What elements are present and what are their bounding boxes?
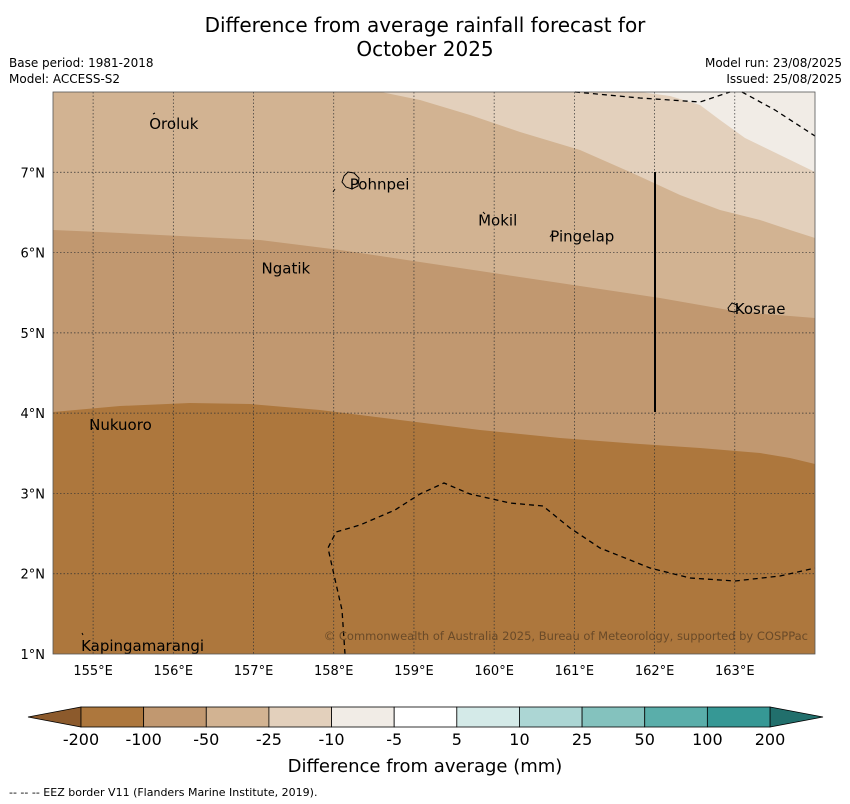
colorbar-title: Difference from average (mm) <box>288 756 563 777</box>
colorbar-tick-label: -5 <box>386 730 402 749</box>
lat-tick-label: 6°N <box>21 247 46 262</box>
place-labels: Oroluk Pohnpei Mokil Pingelap Ngatik Kosrae Nu… <box>81 115 785 655</box>
colorbar-swatch <box>331 706 395 728</box>
place-label-oroluk: Oroluk <box>149 115 198 133</box>
place-label-pohnpei: Pohnpei <box>350 175 410 193</box>
colorbar-tick-label: -50 <box>193 730 219 749</box>
lat-tick-label: 2°N <box>21 568 46 583</box>
lat-tick-label: 7°N <box>21 166 46 181</box>
pohnpei-islet <box>332 188 336 193</box>
pohnpei-island-outline <box>341 171 360 190</box>
colorbar-labels: -200 -100 -50 -25 -10 -5 5 10 25 50 100 200 <box>63 730 785 749</box>
colorbar-swatch <box>268 706 332 728</box>
colorbar-tick-label: -10 <box>318 730 344 749</box>
eez-border-northeast <box>741 91 816 137</box>
eez-footnote: -- -- -- EEZ border V11 (Flanders Marine… <box>9 786 318 799</box>
islands <box>81 112 740 636</box>
colorbar <box>27 706 824 728</box>
colorbar-tick-label: -25 <box>256 730 282 749</box>
model-text: Model: ACCESS-S2 <box>9 72 121 86</box>
title-line-1: Difference from average rainfall forecas… <box>204 13 646 37</box>
lat-tick-label: 1°N <box>21 648 46 663</box>
colorbar-swatch <box>519 706 583 728</box>
colorbar-tick-label: 200 <box>755 730 786 749</box>
place-label-kapingamarangi: Kapingamarangi <box>81 637 204 655</box>
colorbar-under-arrow <box>27 706 82 728</box>
colorbar-tick-label: 50 <box>635 730 655 749</box>
colorbar-over-arrow <box>769 706 824 728</box>
copyright-text: © Commonwealth of Australia 2025, Bureau… <box>324 629 808 643</box>
colorbar-tick-label: 5 <box>452 730 462 749</box>
colorbar-swatch <box>393 706 458 728</box>
colorbar-swatch <box>706 706 771 728</box>
lon-tick-label: 157°E <box>234 664 274 679</box>
base-period-text: Base period: 1981-2018 <box>9 56 154 70</box>
meta-right: Model run: 23/08/2025 Issued: 25/08/2025 <box>705 55 842 87</box>
colorbar-swatch <box>143 706 207 728</box>
lon-tick-label: 159°E <box>394 664 434 679</box>
map-title: Difference from average rainfall forecas… <box>0 13 850 61</box>
ngatik-dot <box>265 265 269 269</box>
lon-tick-label: 158°E <box>314 664 354 679</box>
kosrae-island-outline <box>727 302 740 313</box>
kapinga-dot <box>81 632 84 636</box>
latitude-tick-labels: 1°N 2°N 3°N 4°N 5°N 6°N 7°N <box>21 166 46 663</box>
field-bin-minus10 <box>640 92 815 172</box>
meta-left: Base period: 1981-2018 Model: ACCESS-S2 <box>9 55 154 87</box>
lat-tick-label: 5°N <box>21 327 46 342</box>
lon-tick-label: 160°E <box>474 664 514 679</box>
field-bin-minus25 <box>381 92 815 238</box>
lon-tick-label: 161°E <box>555 664 595 679</box>
issued-text: Issued: 25/08/2025 <box>726 72 842 86</box>
mokil-dot <box>482 211 486 215</box>
colorbar-swatch <box>205 706 270 728</box>
place-label-mokil: Mokil <box>478 211 517 229</box>
lon-tick-label: 163°E <box>715 664 755 679</box>
title-line-2: October 2025 <box>356 37 494 61</box>
place-label-kosrae: Kosrae <box>735 300 786 318</box>
colorbar-swatch <box>644 706 708 728</box>
colorbar-swatch <box>581 706 646 728</box>
model-run-text: Model run: 23/08/2025 <box>704 56 842 70</box>
colorbar-tick-label: -100 <box>125 730 161 749</box>
colorbar-tick-label: 10 <box>509 730 529 749</box>
eez-border-south <box>327 482 816 655</box>
pingelap-dot <box>549 233 553 238</box>
longitude-tick-labels: 155°E 156°E 157°E 158°E 159°E 160°E 161°E 162°E… <box>73 664 754 679</box>
nukuoro-dot <box>90 425 94 430</box>
lon-tick-label: 162°E <box>635 664 675 679</box>
oroluk-dot <box>152 112 156 115</box>
colorbar-tick-label: -200 <box>63 730 99 749</box>
anomaly-fields <box>53 92 815 654</box>
map-frame <box>52 91 816 655</box>
eez-borders <box>327 91 816 655</box>
lat-tick-label: 3°N <box>21 487 46 502</box>
colorbar-swatch <box>80 706 145 728</box>
graticule <box>53 92 815 654</box>
place-label-ngatik: Ngatik <box>262 260 311 278</box>
place-label-pingelap: Pingelap <box>550 228 614 246</box>
place-label-nukuoro: Nukuoro <box>89 416 152 434</box>
lon-tick-label: 156°E <box>154 664 194 679</box>
colorbar-tick-label: 100 <box>692 730 723 749</box>
lon-tick-label: 155°E <box>73 664 113 679</box>
lat-tick-label: 4°N <box>21 407 46 422</box>
colorbar-swatch <box>456 706 520 728</box>
colorbar-tick-label: 25 <box>572 730 592 749</box>
